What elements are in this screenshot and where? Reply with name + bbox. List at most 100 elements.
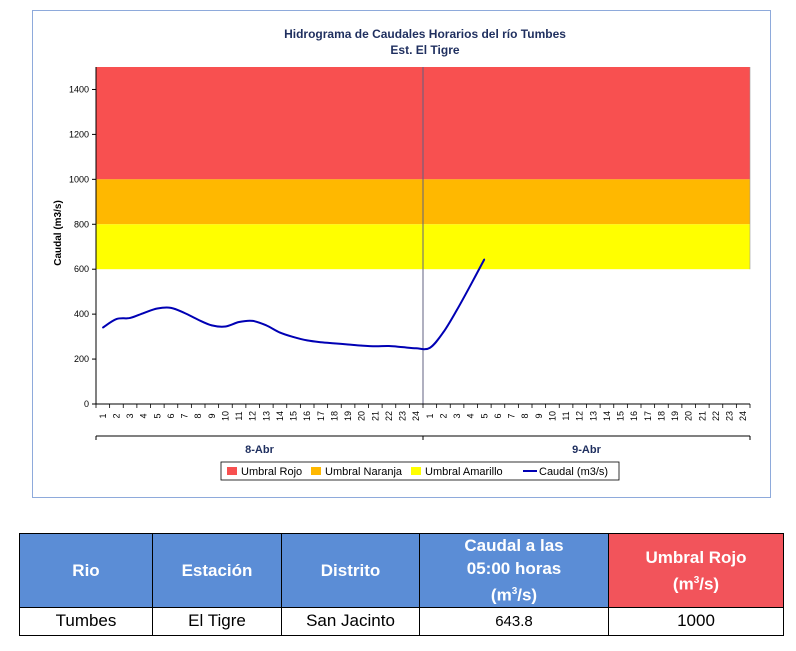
x-tick-label: 10 — [547, 411, 557, 421]
header-umbral-rojo: Umbral Rojo (m3/s) — [608, 533, 784, 608]
y-tick-label: 1000 — [69, 174, 89, 184]
x-tick-label: 8 — [193, 413, 203, 418]
x-tick-label: 17 — [316, 411, 326, 421]
series-point — [360, 344, 363, 347]
header-caudal: Caudal a las 05:00 horas (m3/s) — [419, 533, 609, 608]
series-point — [320, 341, 322, 344]
x-tick-label: 9 — [207, 413, 217, 418]
legend-label-1: Umbral Naranja — [325, 466, 403, 478]
legend-label-0: Umbral Rojo — [241, 466, 302, 478]
x-tick-label: 21 — [370, 411, 380, 421]
series-point — [442, 331, 445, 333]
series-point — [115, 318, 118, 320]
header-estacion: Estación — [152, 533, 282, 608]
x-tick-label: 5 — [152, 413, 162, 418]
cell-distrito: San Jacinto — [281, 606, 420, 636]
legend-label-2: Umbral Amarillo — [425, 466, 503, 478]
x-tick-label: 15 — [289, 411, 299, 421]
x-tick-label: 9 — [534, 413, 544, 418]
x-tick-label: 7 — [180, 413, 190, 418]
x-tick-label: 1 — [425, 413, 435, 418]
header-distrito: Distrito — [281, 533, 420, 608]
x-tick-label: 23 — [398, 411, 408, 421]
header-umbral-unit-end: /s) — [699, 574, 720, 594]
x-tick-label: 8 — [520, 413, 530, 418]
x-tick-label: 17 — [643, 411, 653, 421]
series-point — [306, 339, 308, 342]
header-umbral-line1: Umbral Rojo — [645, 547, 747, 567]
series-point — [129, 317, 131, 319]
y-tick-label: 200 — [74, 354, 89, 364]
y-axis-label: Caudal (m3/s) — [53, 200, 64, 266]
day-label-0: 8-Abr — [245, 444, 274, 456]
x-tick-label: 24 — [738, 411, 748, 421]
station-info-table: Rio Estación Distrito Caudal a las 05:00… — [19, 533, 784, 636]
x-tick-label: 24 — [411, 411, 421, 421]
series-point — [456, 308, 458, 311]
x-tick-label: 18 — [329, 411, 339, 421]
x-tick-label: 22 — [384, 411, 394, 421]
x-tick-label: 2 — [111, 413, 121, 418]
y-tick-label: 400 — [74, 309, 89, 319]
x-tick-label: 11 — [234, 411, 244, 420]
x-tick-label: 19 — [670, 411, 680, 421]
cell-rio: Tumbes — [19, 606, 153, 636]
x-tick-label: 10 — [220, 411, 230, 421]
series-line-caudal — [102, 258, 486, 351]
y-tick-label: 600 — [74, 264, 89, 274]
x-tick-label: 22 — [711, 411, 721, 421]
series-point — [170, 307, 172, 309]
x-tick-label: 12 — [575, 411, 585, 421]
table-row: Tumbes El Tigre San Jacinto 643.8 1000 — [19, 606, 784, 636]
header-caudal-line2: 05:00 horas — [466, 559, 562, 578]
legend-swatch-1 — [311, 467, 321, 475]
legend-swatch-2 — [411, 467, 421, 475]
x-axis: 1 2 3 4 5 6 7 8 9 10 11 12 13 14 15 16 17 18 19 20 21 22 23 24 1… — [95, 403, 751, 456]
x-tick-label: 6 — [493, 413, 503, 418]
header-umbral-sup: 3 — [693, 574, 700, 586]
x-tick-label: 4 — [139, 413, 149, 418]
x-tick-label: 5 — [479, 413, 489, 418]
x-tick-label: 13 — [588, 411, 598, 421]
series-point — [211, 324, 213, 327]
x-tick-label: 11 — [561, 411, 571, 420]
header-caudal-sup: 3 — [511, 586, 518, 597]
series-point — [429, 347, 431, 349]
chart-legend: Umbral Rojo Umbral Naranja Umbral Amarillo… — [220, 461, 620, 481]
series-point — [401, 346, 404, 348]
x-tick-label: 19 — [343, 411, 353, 421]
x-tick-label: 7 — [507, 413, 517, 418]
day-label-1: 9-Abr — [572, 444, 601, 456]
x-tick-label: 14 — [602, 411, 612, 421]
series-point — [183, 312, 186, 314]
header-rio: Rio — [19, 533, 153, 608]
x-tick-label: 6 — [166, 413, 176, 418]
hydrograph-chart: Hidrograma de Caudales Horarios del río … — [53, 27, 751, 481]
chart-title: Hidrograma de Caudales Horarios del río … — [284, 27, 566, 41]
series-point — [469, 284, 472, 286]
chart-frame: Hidrograma de Caudales Horarios del río … — [32, 10, 771, 498]
y-tick-label: 0 — [84, 399, 89, 409]
series-point — [102, 326, 104, 329]
series-point — [197, 318, 199, 321]
series-point — [156, 307, 159, 310]
x-tick-label: 3 — [452, 413, 462, 418]
x-tick-label: 13 — [261, 411, 271, 421]
series-layer — [102, 258, 486, 351]
legend-swatch-0 — [227, 467, 237, 475]
series-point — [415, 347, 417, 350]
series-point — [265, 324, 268, 327]
chart-subtitle: Est. El Tigre — [390, 43, 459, 57]
header-umbral-unit: (m — [672, 574, 694, 594]
series-point — [483, 258, 486, 261]
x-tick-label: 18 — [656, 411, 666, 421]
series-point — [388, 345, 390, 347]
cell-estacion: El Tigre — [152, 606, 282, 636]
header-caudal-unit: (m — [490, 585, 512, 605]
legend-label-3: Caudal (m3/s) — [539, 466, 608, 478]
x-tick-label: 23 — [725, 411, 735, 421]
x-tick-label: 16 — [302, 411, 312, 421]
series-point — [347, 343, 349, 346]
x-tick-label: 14 — [275, 411, 285, 421]
table-header-row: Rio Estación Distrito Caudal a las 05:00… — [19, 533, 784, 608]
